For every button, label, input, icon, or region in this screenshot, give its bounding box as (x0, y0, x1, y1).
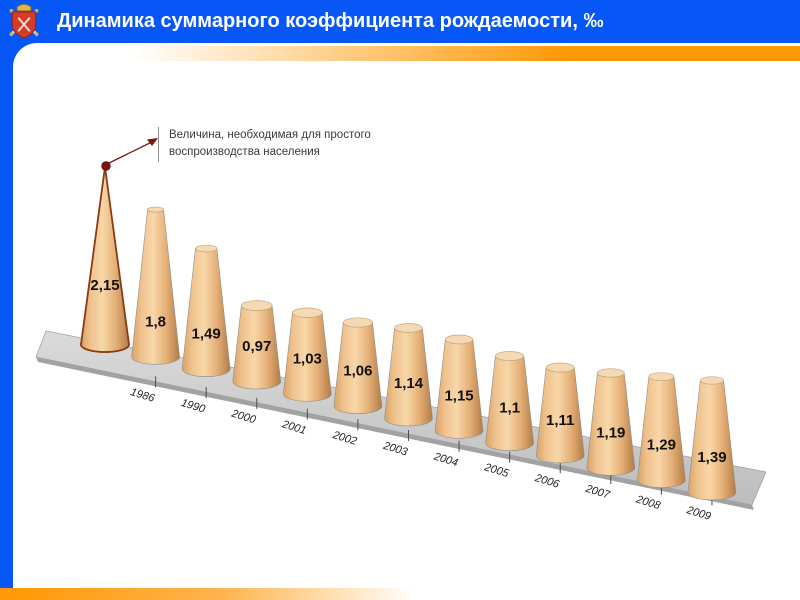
coat-of-arms-icon (9, 4, 39, 39)
emblem-inner-anchor-icon (17, 16, 31, 32)
emblem-knob-icon (34, 32, 39, 36)
header-bar: Динамика суммарного коэффициента рождаем… (0, 0, 800, 43)
callout-divider-line (158, 127, 159, 162)
bottom-accent-bar (0, 588, 800, 600)
emblem-knob-icon (9, 32, 14, 36)
annotation-text: Величина, необходимая для простого воспр… (169, 129, 371, 159)
top-accent-bar (13, 46, 800, 61)
emblem-crown-icon (16, 4, 32, 12)
annotation-callout: Величина, необходимая для простого воспр… (158, 127, 391, 162)
slide-title: Динамика суммарного коэффициента рождаем… (57, 10, 604, 32)
content-panel (13, 43, 800, 588)
